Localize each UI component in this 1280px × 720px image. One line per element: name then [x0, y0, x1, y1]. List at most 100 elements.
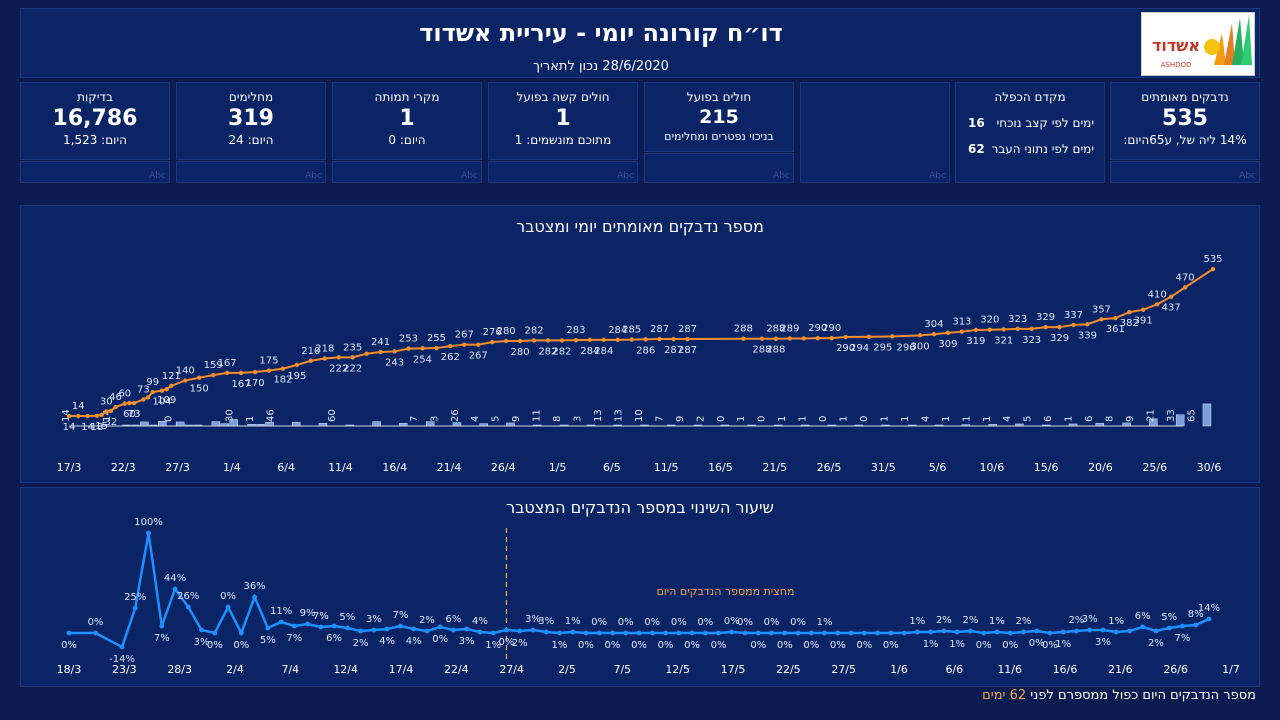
x-tick-label: 11/5: [654, 461, 679, 474]
change-label: 44%: [164, 573, 186, 584]
change-label: 0%: [1029, 638, 1045, 649]
daily-label: 14: [102, 409, 113, 422]
cumulative-label: 195: [287, 371, 306, 382]
change-point: [238, 630, 244, 636]
change-label: 0%: [856, 640, 872, 651]
x-tick-label: 27/5: [831, 663, 856, 676]
x-tick-label: 26/5: [817, 461, 842, 474]
cumulative-label: 282: [524, 325, 543, 336]
daily-label: 6: [1084, 416, 1095, 422]
cumulative-label: 284: [594, 346, 613, 357]
daily-label: 21: [1145, 409, 1156, 422]
cumulative-point: [815, 335, 820, 341]
kpi-label: חולים קשה בפועל: [516, 90, 610, 104]
cumulative-point: [164, 387, 169, 392]
cumulative-label: 140: [176, 366, 195, 377]
cumulative-point: [127, 400, 132, 406]
daily-bar: [140, 421, 149, 427]
cumulative-label: 535: [1203, 254, 1222, 265]
cumulative-point: [308, 358, 314, 363]
change-label: 7%: [154, 633, 170, 644]
daily-label: 11: [532, 409, 543, 422]
change-point: [557, 630, 562, 636]
change-label: 5%: [1161, 612, 1177, 623]
kpi-value: 1: [399, 106, 415, 131]
cumulative-label: 210: [301, 346, 320, 357]
change-label: 0%: [207, 640, 223, 651]
change-point: [1206, 616, 1212, 622]
x-tick-label: 6/5: [603, 461, 621, 474]
cumulative-point: [378, 349, 383, 355]
change-label: 2%: [512, 638, 528, 649]
daily-label: 0: [859, 416, 870, 422]
cumulative-label: 30: [100, 397, 113, 408]
kpi-label: מקרי תמותה: [374, 90, 440, 104]
change-label: 2%: [962, 615, 978, 626]
cumulative-point: [113, 404, 118, 410]
change-point: [530, 627, 536, 633]
change-label: 4%: [472, 616, 488, 627]
change-point: [517, 628, 523, 634]
doubling-row-text: ימים לפי נתוני העבר: [991, 142, 1094, 156]
daily-label: 10: [634, 409, 645, 422]
kpi-deaths: מקרי תמותה 1 היום: 0: [332, 82, 482, 160]
change-point: [1047, 630, 1053, 636]
cumulative-point: [350, 355, 355, 360]
daily-label: 5: [1023, 416, 1034, 422]
x-tick-label: 16/6: [1053, 663, 1078, 676]
daily-label: 6: [1043, 416, 1054, 422]
daily-label: 1: [839, 416, 850, 422]
change-label: 1%: [485, 640, 501, 651]
x-tick-label: 25/6: [1142, 461, 1167, 474]
change-label: 8%: [1188, 609, 1204, 620]
cumulative-point: [987, 327, 992, 332]
change-point: [159, 623, 165, 629]
change-label: 7%: [286, 633, 302, 644]
daily-label: 4: [470, 416, 481, 422]
cumulative-point: [759, 336, 765, 341]
daily-bar: [291, 422, 301, 427]
change-rate-chart: שיעור השינוי במספר הנדבקים המצטבר מחצית מ…: [57, 498, 1240, 676]
x-tick-label: 20/6: [1088, 461, 1113, 474]
x-tick-label: 1/7: [1222, 663, 1240, 676]
change-label: 7%: [392, 610, 408, 621]
cumulative-point: [931, 332, 937, 337]
cumulative-point: [1113, 315, 1118, 321]
cumulative-point: [85, 413, 90, 419]
change-label: 7%: [1175, 633, 1191, 644]
chart-title: מספר נדבקים מאומתים יומי ומצטבר: [516, 217, 764, 236]
kpi-footer: Abc: [332, 161, 482, 183]
change-point: [358, 628, 364, 634]
cumulative-point: [657, 336, 662, 342]
change-point: [212, 630, 218, 636]
change-point: [252, 594, 257, 600]
cumulative-label: 222: [343, 363, 362, 374]
x-tick-label: 5/6: [929, 461, 947, 474]
cumulative-label: 337: [1064, 310, 1083, 321]
change-label: 0%: [605, 640, 621, 651]
x-tick-label: 15/6: [1034, 461, 1059, 474]
cumulative-label: 182: [273, 375, 292, 386]
abc-placeholder: Abc: [1239, 171, 1256, 181]
cumulative-point: [238, 370, 244, 376]
kpi-sub: 14% ליה של, ע65היום:: [1123, 133, 1247, 147]
x-tick-label: 17/5: [721, 663, 746, 676]
cumulative-point: [1168, 294, 1174, 299]
cumulative-label: 323: [1022, 335, 1041, 346]
daily-label: 4: [1002, 416, 1013, 422]
x-tick-label: 7/5: [613, 663, 631, 676]
cumulative-label: 295: [873, 342, 892, 353]
change-point: [225, 604, 231, 610]
x-tick-label: 30/6: [1197, 461, 1222, 474]
daily-bar: [452, 422, 462, 427]
cumulative-point: [959, 329, 965, 334]
cumulative-point: [1015, 326, 1020, 332]
change-point: [596, 630, 602, 636]
ashdod-logo: אשדוד ASHDOD: [1141, 12, 1255, 76]
change-label: 0%: [711, 640, 727, 651]
daily-label: 2: [695, 416, 706, 422]
x-tick-label: 27/3: [165, 461, 190, 474]
cumulative-label: 470: [1176, 272, 1195, 283]
cumulative-label: 382: [1120, 318, 1139, 329]
